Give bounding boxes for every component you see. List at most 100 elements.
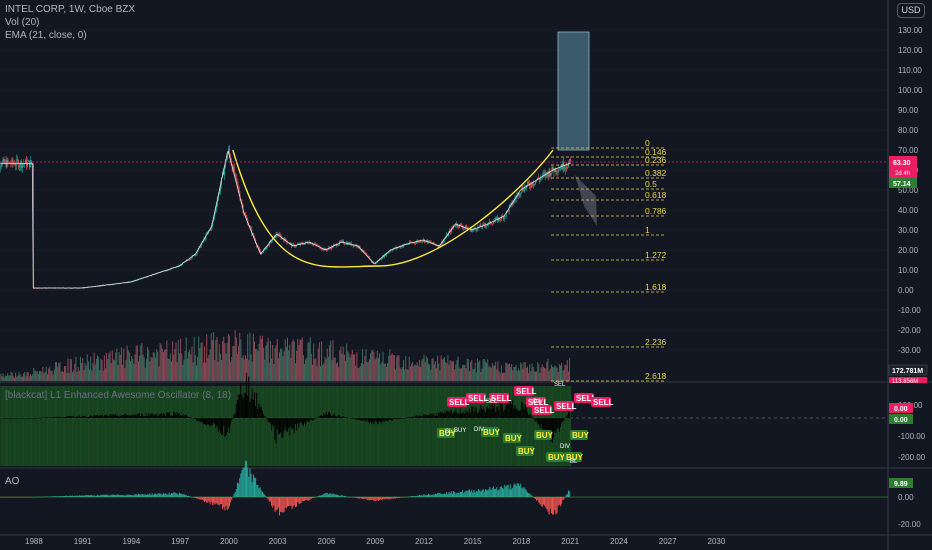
sell-badge: [466, 393, 486, 403]
osc-bar: [57, 417, 59, 418]
osc-bar: [153, 415, 155, 418]
ema-indicator-title[interactable]: EMA (21, close, 0): [5, 30, 87, 41]
volume-bar: [67, 358, 69, 381]
osc-bar: [228, 418, 230, 433]
osc-band: [188, 386, 190, 466]
volume-bar: [301, 337, 303, 381]
candle-body: [516, 195, 518, 199]
volume-bar: [521, 364, 523, 381]
ao-bar: [371, 497, 373, 500]
candle-body: [246, 217, 248, 220]
candle-body: [495, 218, 496, 221]
ao-bar: [512, 487, 514, 497]
ao-bar: [306, 497, 308, 500]
osc-band: [357, 386, 359, 466]
osc-band: [532, 386, 534, 466]
osc-bar: [554, 418, 556, 432]
volume-bar: [280, 348, 282, 381]
osc-bar: [18, 418, 20, 419]
candle-body: [336, 244, 338, 247]
volume-bar: [77, 367, 79, 381]
volume-bar: [6, 375, 8, 381]
volume-bar: [549, 368, 551, 381]
oscillator-title[interactable]: [blackcat] L1 Enhanced Awesome Oscillato…: [5, 390, 232, 401]
osc-bar: [409, 417, 411, 418]
osc-band: [316, 386, 318, 466]
ao-bar: [242, 467, 244, 497]
volume-bar: [555, 366, 557, 381]
volume-indicator-title[interactable]: Vol (20): [5, 17, 40, 28]
ao-bar: [131, 494, 133, 497]
currency-button[interactable]: USD: [897, 3, 925, 18]
volume-bar: [81, 363, 83, 381]
symbol-title[interactable]: INTEL CORP, 1W, Cboe BZX: [5, 4, 136, 15]
candle-body: [537, 177, 539, 179]
osc-band: [254, 386, 255, 466]
osc-band: [54, 386, 56, 466]
fib-label: 0.786: [645, 206, 667, 216]
osc-band: [314, 386, 316, 466]
osc-band: [384, 386, 386, 466]
volume-bar: [207, 357, 209, 381]
osc-band: [393, 386, 395, 466]
osc-band: [11, 386, 13, 466]
ao-title[interactable]: AO: [5, 476, 20, 487]
ao-bar: [193, 497, 195, 498]
ao-bar: [93, 495, 95, 497]
osc-bar: [393, 418, 395, 419]
osc-bar: [432, 413, 434, 418]
osc-bar: [345, 417, 346, 418]
ao-bar: [529, 493, 531, 497]
osc-band: [27, 386, 29, 466]
osc-bar: [511, 404, 513, 418]
osc-band: [462, 386, 464, 466]
volume-bar: [216, 336, 218, 381]
osc-bar: [77, 416, 79, 418]
candle-body: [546, 172, 548, 174]
osc-bar: [108, 416, 110, 418]
volume-bar: [200, 342, 202, 381]
volume-bar: [265, 345, 267, 381]
volume-bar: [150, 356, 152, 381]
ao-bar: [298, 497, 300, 504]
volume-bar: [163, 352, 164, 381]
osc-band: [529, 386, 531, 466]
osc-value-a: 0.00: [894, 406, 908, 413]
osc-bar: [130, 415, 132, 418]
osc-bar: [264, 415, 266, 418]
osc-band: [512, 386, 514, 466]
ao-bar: [355, 497, 357, 498]
ao-bar: [376, 497, 378, 500]
volume-bar: [132, 358, 134, 381]
volume-bar: [175, 342, 177, 381]
volume-bar: [552, 366, 554, 381]
candle-body: [382, 256, 384, 258]
osc-bar: [180, 415, 182, 418]
osc-band: [478, 386, 480, 466]
volume-bar: [486, 362, 488, 381]
volume-bar: [376, 350, 378, 381]
osc-bar: [111, 414, 113, 418]
osc-band: [198, 386, 200, 466]
osc-band: [250, 386, 252, 466]
candle-body: [420, 241, 422, 243]
candle-body: [483, 223, 485, 225]
ao-bar: [474, 492, 476, 497]
volume-bar: [124, 368, 126, 381]
ema-value-tag: 57.14: [889, 178, 917, 188]
time-tick: 2027: [659, 537, 677, 546]
volume-bar: [74, 363, 76, 381]
osc-band: [235, 386, 237, 466]
osc-band: [68, 386, 70, 466]
volume-bar: [32, 374, 34, 381]
price-axis[interactable]: 130.00120.00110.00100.0090.0080.0070.006…: [898, 26, 926, 529]
ao-bar: [244, 460, 246, 497]
volume-bar: [527, 366, 528, 381]
time-axis[interactable]: 1988 1991 1994 1997 2000 2003 2006 2009 2012 2015…: [25, 537, 726, 546]
ao-bar: [118, 494, 120, 497]
candle-body: [0, 166, 2, 167]
volume-bar: [326, 348, 328, 381]
ao-bar: [497, 490, 499, 497]
osc-bar: [305, 418, 307, 426]
